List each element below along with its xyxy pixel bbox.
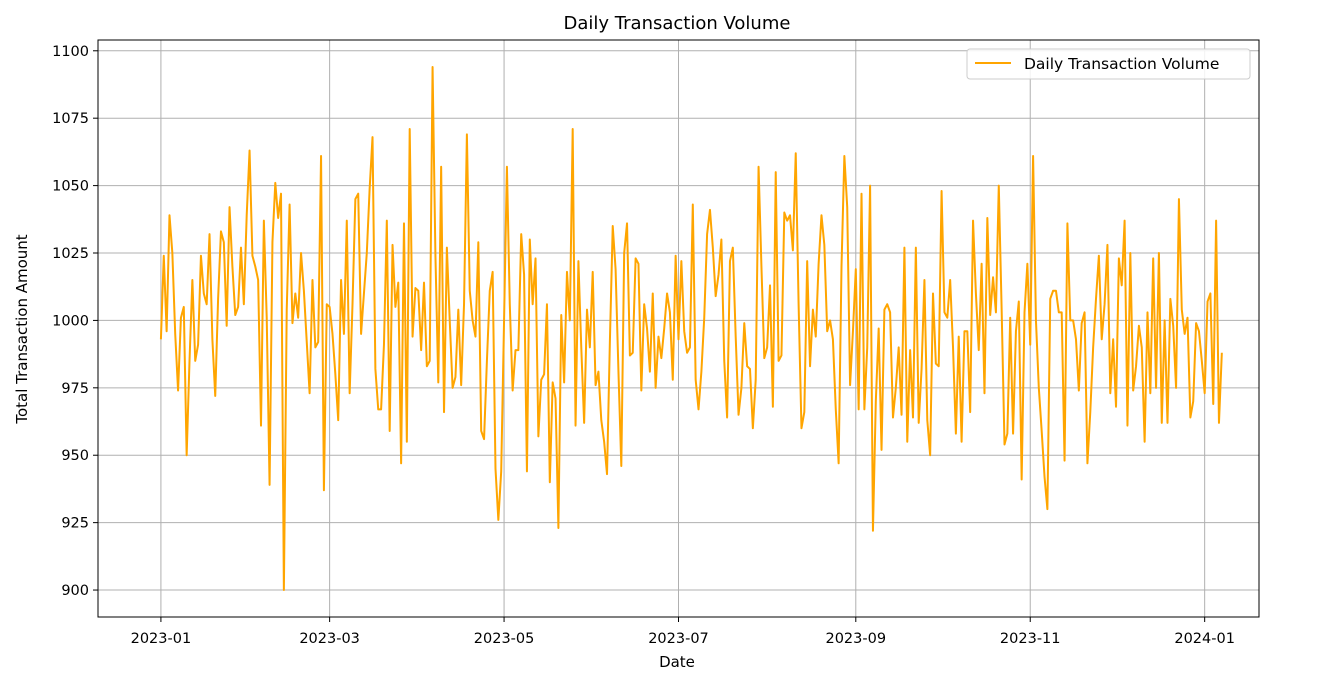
y-tick-label: 900 bbox=[61, 583, 89, 599]
y-axis: 900 925 950 975 1000 1025 1050 1075 1100 bbox=[52, 44, 98, 599]
y-axis-label: Total Transaction Amount bbox=[13, 234, 31, 424]
x-axis: 2023-01 2023-03 2023-05 2023-07 2023-09 2023-… bbox=[131, 617, 1235, 647]
series-line bbox=[159, 65, 1223, 592]
x-axis-label: Date bbox=[659, 653, 695, 671]
y-tick-label: 1075 bbox=[52, 111, 89, 127]
y-tick-label: 1000 bbox=[52, 313, 89, 329]
legend: Daily Transaction Volume bbox=[966, 48, 1251, 80]
y-tick-label: 925 bbox=[61, 516, 89, 532]
y-tick-label: 1025 bbox=[52, 246, 89, 262]
y-tick-label: 975 bbox=[61, 381, 89, 397]
x-tick-label: 2023-03 bbox=[299, 631, 360, 647]
y-tick-label: 1050 bbox=[52, 179, 89, 195]
y-tick-label: 1100 bbox=[52, 44, 89, 60]
x-tick-label: 2023-07 bbox=[648, 631, 709, 647]
y-tick-label: 950 bbox=[61, 448, 89, 464]
x-tick-label: 2023-09 bbox=[825, 631, 886, 647]
legend-box bbox=[966, 48, 1251, 80]
chart-title: Daily Transaction Volume bbox=[564, 13, 791, 34]
x-tick-label: 2024-01 bbox=[1174, 631, 1235, 647]
x-tick-label: 2023-11 bbox=[1000, 631, 1061, 647]
x-tick-label: 2023-05 bbox=[474, 631, 535, 647]
x-tick-label: 2023-01 bbox=[131, 631, 192, 647]
series-layer bbox=[159, 65, 1223, 592]
legend-label: Daily Transaction Volume bbox=[1024, 55, 1219, 73]
